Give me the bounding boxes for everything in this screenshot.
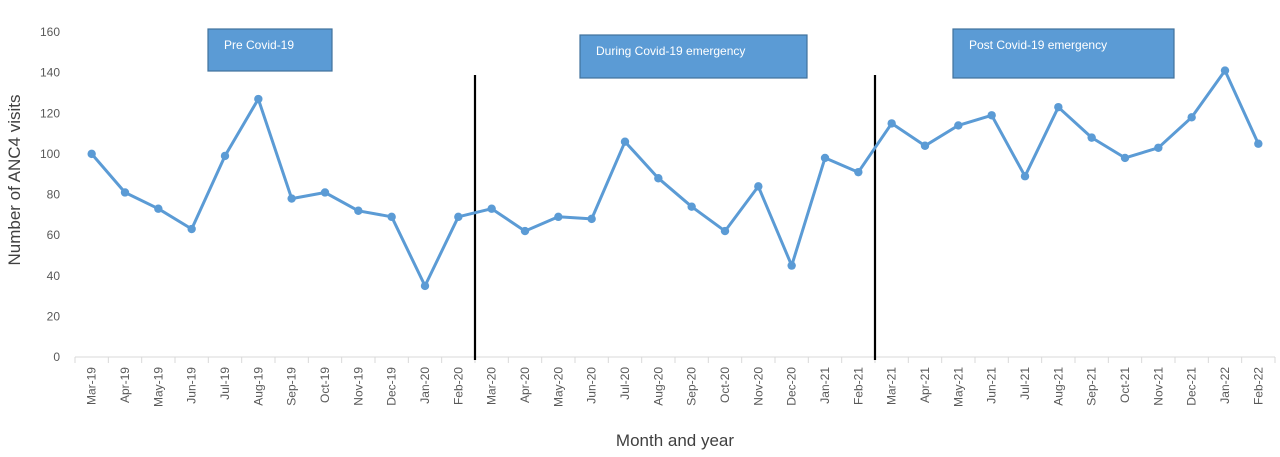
y-tick-label: 20 <box>47 309 61 323</box>
data-point <box>620 137 630 146</box>
x-tick-label: Dec-20 <box>785 367 799 406</box>
x-tick-label: Dec-19 <box>385 367 399 406</box>
x-tick-label: Nov-19 <box>351 367 365 406</box>
data-point <box>720 226 730 236</box>
data-point <box>154 204 163 213</box>
data-point <box>654 174 663 183</box>
x-tick-label: Apr-20 <box>518 367 532 403</box>
x-tick-label: Nov-20 <box>751 367 765 406</box>
x-tick-label: May-20 <box>551 367 565 407</box>
data-point <box>587 214 596 224</box>
x-tick-label: Sep-19 <box>285 367 299 406</box>
data-point <box>287 194 296 203</box>
y-axis-title: Number of ANC4 visits <box>5 95 24 266</box>
x-tick-label: May-21 <box>951 367 965 407</box>
data-point <box>454 212 463 222</box>
x-tick-label: Aug-19 <box>251 367 265 406</box>
x-tick-label: Apr-21 <box>918 367 932 403</box>
x-tick-label: Jan-22 <box>1218 367 1232 404</box>
x-tick-label: Jan-20 <box>418 367 432 404</box>
x-tick-label: Sep-21 <box>1085 367 1099 406</box>
y-tick-label: 100 <box>40 147 60 161</box>
y-tick-label: 60 <box>47 228 61 242</box>
period-label: Pre Covid-19 <box>224 38 294 52</box>
data-point <box>87 149 96 159</box>
data-point <box>1054 102 1063 112</box>
x-tick-label: Oct-19 <box>318 367 332 403</box>
y-tick-label: 120 <box>40 106 60 120</box>
data-point <box>1220 66 1230 75</box>
x-tick-label: Jun-20 <box>585 367 599 404</box>
y-tick-label: 0 <box>53 350 60 364</box>
y-tick-label: 160 <box>40 25 60 39</box>
data-point <box>987 111 996 120</box>
y-tick-label: 40 <box>47 269 61 283</box>
x-tick-label: Jun-21 <box>985 367 999 404</box>
period-label: During Covid-19 emergency <box>596 44 745 58</box>
data-point <box>820 153 830 163</box>
data-point <box>320 188 330 197</box>
data-point <box>487 204 496 213</box>
x-tick-label: May-19 <box>151 367 165 407</box>
data-point <box>920 141 930 150</box>
data-point <box>1187 113 1196 122</box>
data-point <box>854 167 863 177</box>
x-tick-label: Aug-20 <box>651 367 665 406</box>
data-point <box>787 261 796 270</box>
x-tick-label: Sep-20 <box>685 367 699 406</box>
x-tick-label: Jun-19 <box>185 367 199 404</box>
data-point <box>387 212 396 222</box>
x-tick-label: Jul-21 <box>1018 367 1032 400</box>
data-point <box>554 212 563 222</box>
x-tick-label: Aug-21 <box>1051 367 1065 406</box>
data-point <box>1020 172 1030 181</box>
x-tick-label: Feb-20 <box>451 367 465 405</box>
y-tick-label: 80 <box>47 188 61 202</box>
x-tick-label: Feb-22 <box>1251 367 1265 405</box>
x-tick-label: Mar-20 <box>485 367 499 405</box>
data-point <box>1120 153 1130 163</box>
data-point <box>754 182 763 191</box>
data-point <box>420 281 430 291</box>
x-tick-label: Jan-21 <box>818 367 832 404</box>
x-tick-label: Oct-21 <box>1118 367 1132 403</box>
x-tick-label: Mar-21 <box>885 367 899 405</box>
x-tick-label: Jul-20 <box>618 367 632 400</box>
data-point <box>120 188 130 197</box>
data-point <box>354 206 363 215</box>
data-point <box>1154 143 1163 152</box>
series-line <box>90 69 1260 288</box>
data-point <box>954 121 963 130</box>
x-tick-label: Apr-19 <box>118 367 132 403</box>
data-point <box>887 119 896 128</box>
period-label: Post Covid-19 emergency <box>969 38 1107 52</box>
data-point <box>687 202 696 211</box>
data-point <box>187 224 196 234</box>
period-box <box>952 28 1175 79</box>
x-tick-label: Oct-20 <box>718 367 732 403</box>
x-tick-label: Mar-19 <box>85 367 99 405</box>
data-point <box>1087 133 1096 142</box>
x-tick-label: Jul-19 <box>218 367 232 400</box>
period-box <box>579 34 808 79</box>
x-tick-label: Dec-21 <box>1185 367 1199 406</box>
period-box <box>207 28 333 72</box>
data-point <box>254 94 263 104</box>
data-point <box>1254 139 1263 148</box>
x-tick-label: Feb-21 <box>851 367 865 405</box>
y-tick-label: 140 <box>40 66 60 80</box>
data-point <box>220 151 230 161</box>
x-axis-title: Month and year <box>616 431 734 450</box>
x-tick-label: Nov-21 <box>1151 367 1165 406</box>
data-point <box>520 226 530 236</box>
